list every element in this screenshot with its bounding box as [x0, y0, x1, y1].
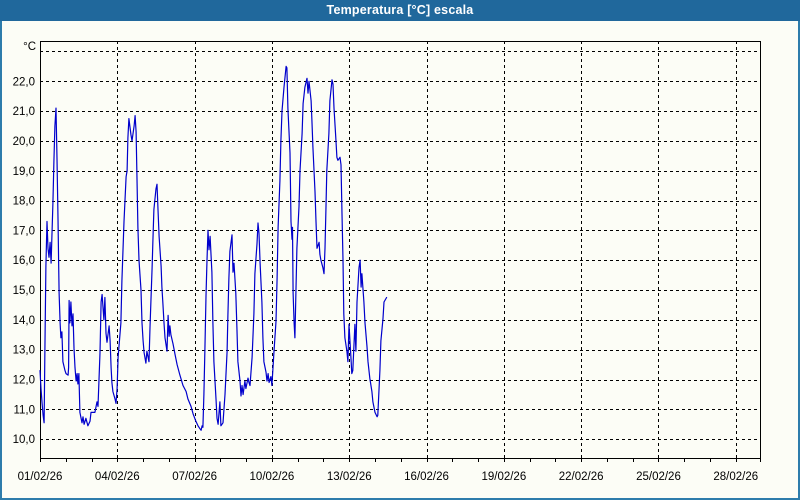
x-tick-label: 28/02/26 [713, 471, 758, 483]
y-tick-label: 22,0 [13, 76, 35, 88]
y-axis-unit-label: °C [23, 41, 36, 53]
x-tick-label: 10/02/26 [250, 471, 295, 483]
frame-border-right [798, 21, 800, 500]
data-line [39, 65, 388, 431]
x-tick-label: 19/02/26 [481, 471, 526, 483]
frame-border-bottom [0, 498, 800, 500]
x-tick-label: 04/02/26 [95, 471, 140, 483]
x-tick-label: 01/02/26 [18, 471, 63, 483]
x-tick-label: 22/02/26 [559, 471, 604, 483]
x-tick-label: 07/02/26 [172, 471, 217, 483]
y-tick-label: 16,0 [13, 255, 35, 267]
y-tick-label: 18,0 [13, 196, 35, 208]
y-tick-label: 11,0 [13, 404, 35, 416]
y-tick-label: 10,0 [13, 434, 35, 446]
plot-area-border [40, 41, 761, 459]
y-tick-label: 19,0 [13, 166, 35, 178]
y-tick-label: 13,0 [13, 345, 35, 357]
x-tick-label: 16/02/26 [404, 471, 449, 483]
x-tick-label: 25/02/26 [636, 471, 681, 483]
y-tick-label: 12,0 [13, 375, 35, 387]
y-tick-label: 17,0 [13, 225, 35, 237]
titlebar[interactable]: Temperatura [°C] escala [0, 0, 800, 21]
frame-border-left [0, 21, 2, 500]
y-tick-label: 14,0 [13, 315, 35, 327]
x-tick-label: 13/02/26 [327, 471, 372, 483]
y-tick-label: 21,0 [13, 106, 35, 118]
window-title: Temperatura [°C] escala [326, 3, 474, 17]
y-tick-label: 20,0 [13, 136, 35, 148]
y-tick-label: 15,0 [13, 285, 35, 297]
